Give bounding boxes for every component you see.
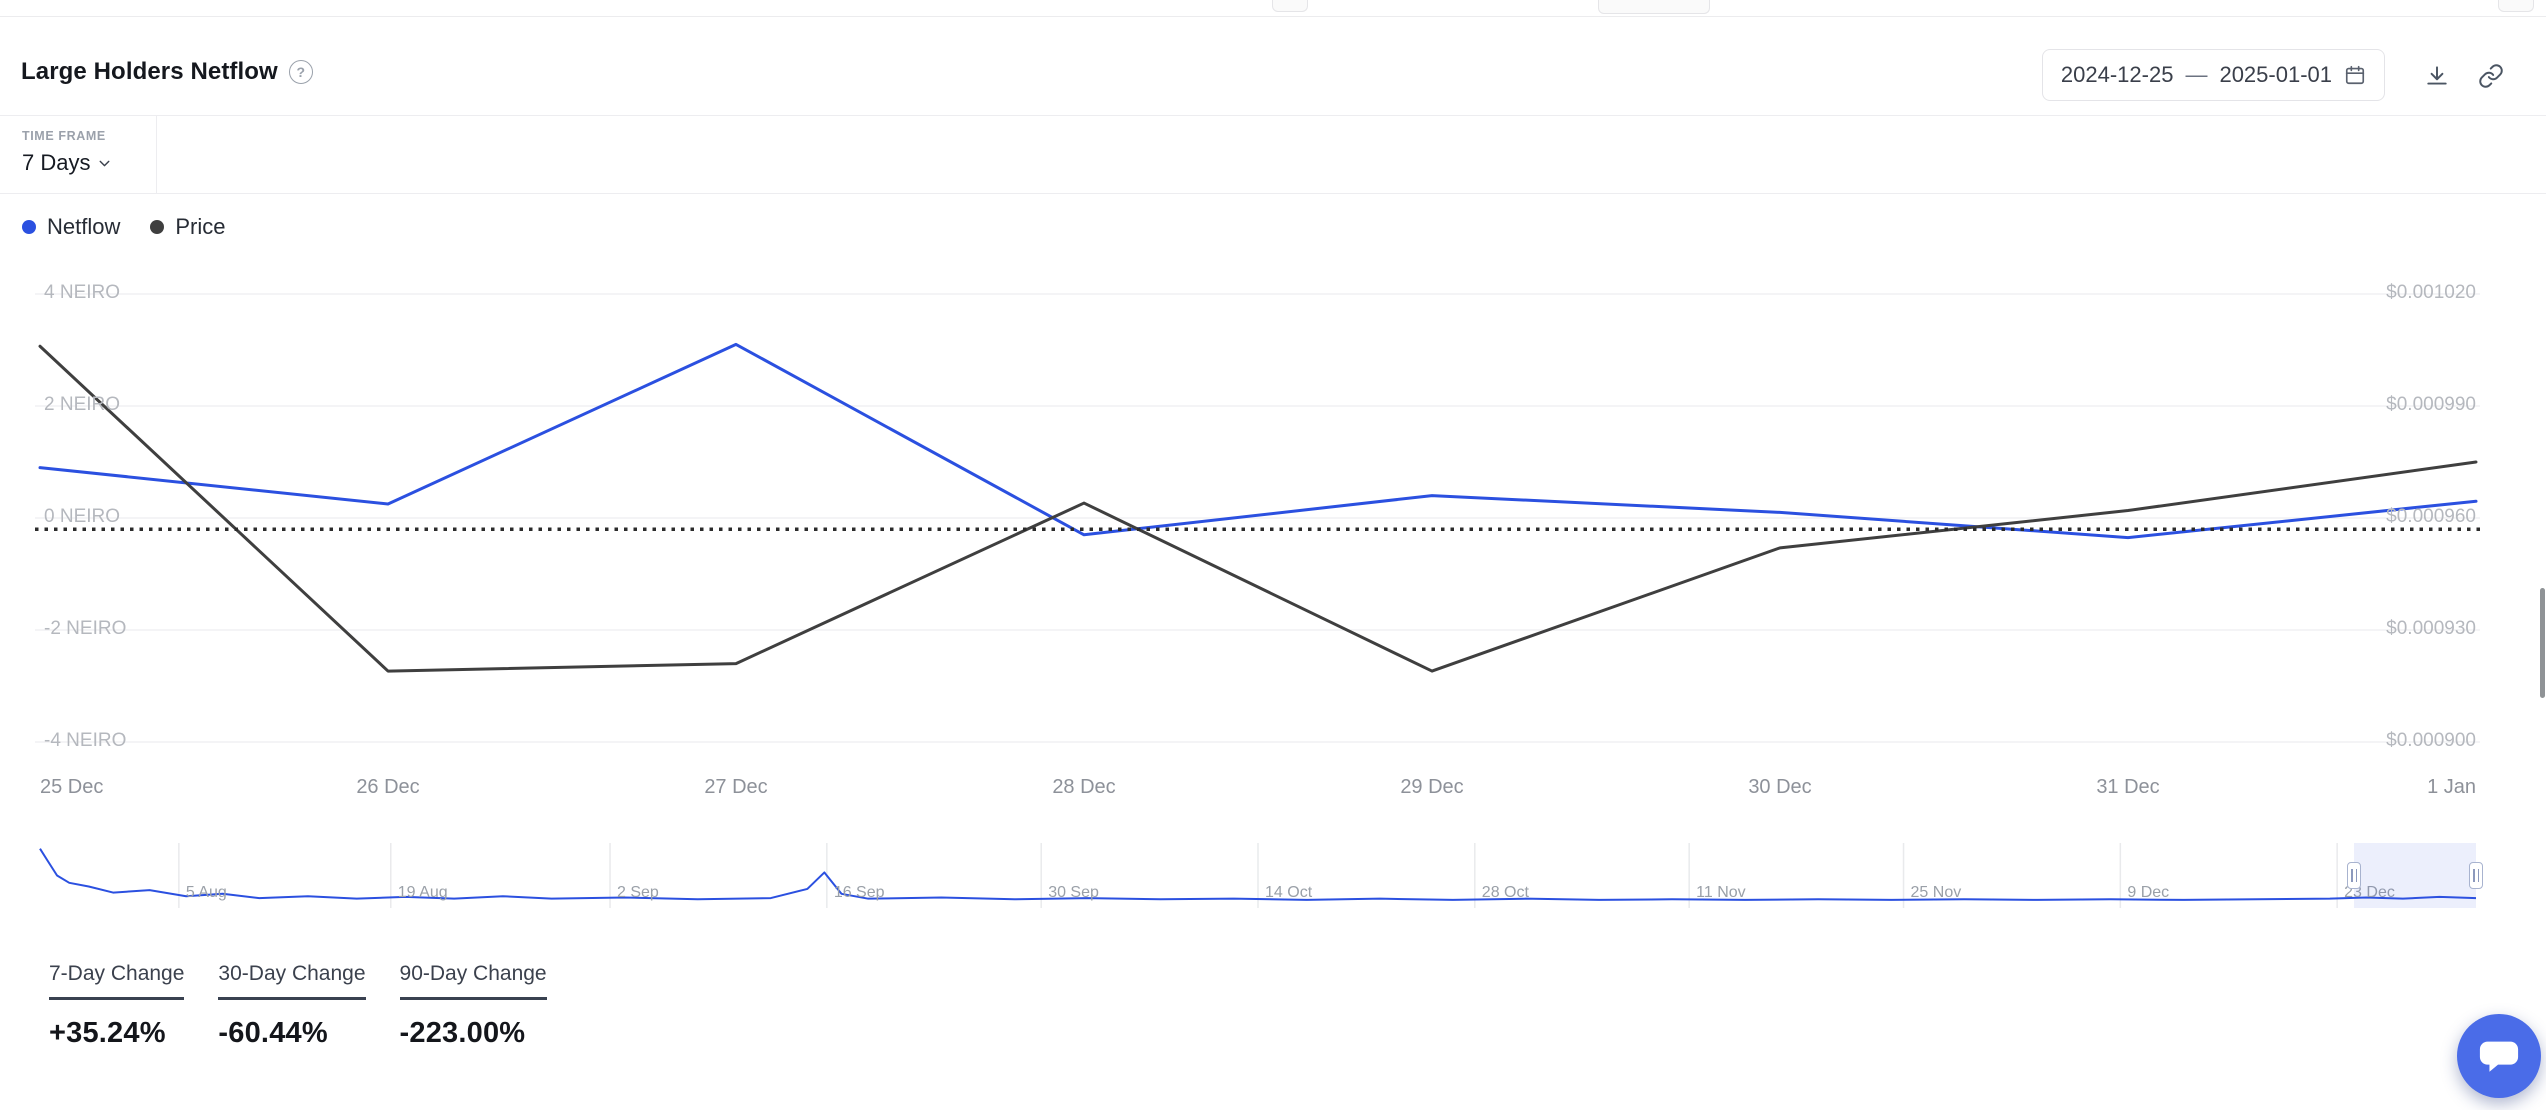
date-range-separator: — bbox=[2185, 62, 2208, 87]
stat-90-day-change: 90-Day Change -223.00% bbox=[399, 962, 547, 1050]
stat-7-day-change: 7-Day Change +35.24% bbox=[49, 962, 185, 1050]
browser-ui-fragment bbox=[2498, 0, 2534, 12]
download-icon bbox=[2427, 66, 2447, 85]
stat-value-90-day-change: -223.00% bbox=[399, 1017, 526, 1049]
divider bbox=[0, 115, 2546, 116]
browser-ui-fragment bbox=[1598, 0, 1710, 14]
link-icon bbox=[2479, 64, 2503, 88]
calendar-icon bbox=[2345, 65, 2365, 85]
download-button[interactable] bbox=[2419, 58, 2455, 94]
scrollbar-thumb[interactable] bbox=[2540, 588, 2545, 698]
browser-ui-fragment bbox=[1272, 0, 1308, 12]
chart-legend: Netflow Price bbox=[22, 214, 225, 240]
timeframe-dropdown[interactable]: TIME FRAME 7 Days bbox=[0, 116, 156, 193]
brush-handle-left[interactable] bbox=[2347, 862, 2362, 889]
change-stats: 7-Day Change +35.24% 30-Day Change -60.4… bbox=[49, 962, 547, 1050]
date-range-start: 2024-12-25 bbox=[2060, 62, 2174, 87]
price-series-dot bbox=[150, 220, 165, 234]
date-range-end: 2025-01-01 bbox=[2219, 62, 2332, 87]
netflow-series-dot bbox=[22, 220, 36, 234]
legend-label-price: Price bbox=[175, 214, 226, 239]
share-link-button[interactable] bbox=[2473, 58, 2509, 94]
stat-value-30-day-change: -60.44% bbox=[218, 1017, 328, 1049]
timeframe-selected: 7 Days bbox=[22, 150, 91, 175]
divider bbox=[156, 116, 157, 193]
help-icon[interactable]: ? bbox=[288, 60, 313, 84]
stat-30-day-change: 30-Day Change -60.44% bbox=[218, 962, 366, 1050]
legend-label-netflow: Netflow bbox=[47, 214, 121, 239]
stat-tab-90-day-change[interactable]: 90-Day Change bbox=[399, 962, 547, 1000]
timeframe-label: TIME FRAME bbox=[22, 129, 106, 143]
chat-bubble-icon bbox=[2479, 1041, 2519, 1072]
divider bbox=[0, 193, 2546, 194]
stat-tab-7-day-change[interactable]: 7-Day Change bbox=[49, 962, 185, 1000]
brush-selection[interactable] bbox=[2354, 843, 2476, 908]
date-range-picker[interactable]: 2024-12-25 — 2025-01-01 bbox=[2041, 49, 2385, 101]
legend-item-price[interactable]: Price bbox=[150, 214, 225, 240]
stat-value-7-day-change: +35.24% bbox=[49, 1017, 166, 1049]
chart-header: Large Holders Netflow ? bbox=[21, 58, 313, 86]
chat-widget-button[interactable] bbox=[2457, 1014, 2541, 1098]
page-title: Large Holders Netflow bbox=[21, 58, 278, 85]
brush-handle-right[interactable] bbox=[2469, 862, 2483, 889]
browser-chrome-strip bbox=[0, 0, 2546, 17]
stat-tab-30-day-change[interactable]: 30-Day Change bbox=[218, 962, 366, 1000]
legend-item-netflow[interactable]: Netflow bbox=[22, 214, 120, 240]
chevron-down-icon bbox=[100, 160, 110, 166]
